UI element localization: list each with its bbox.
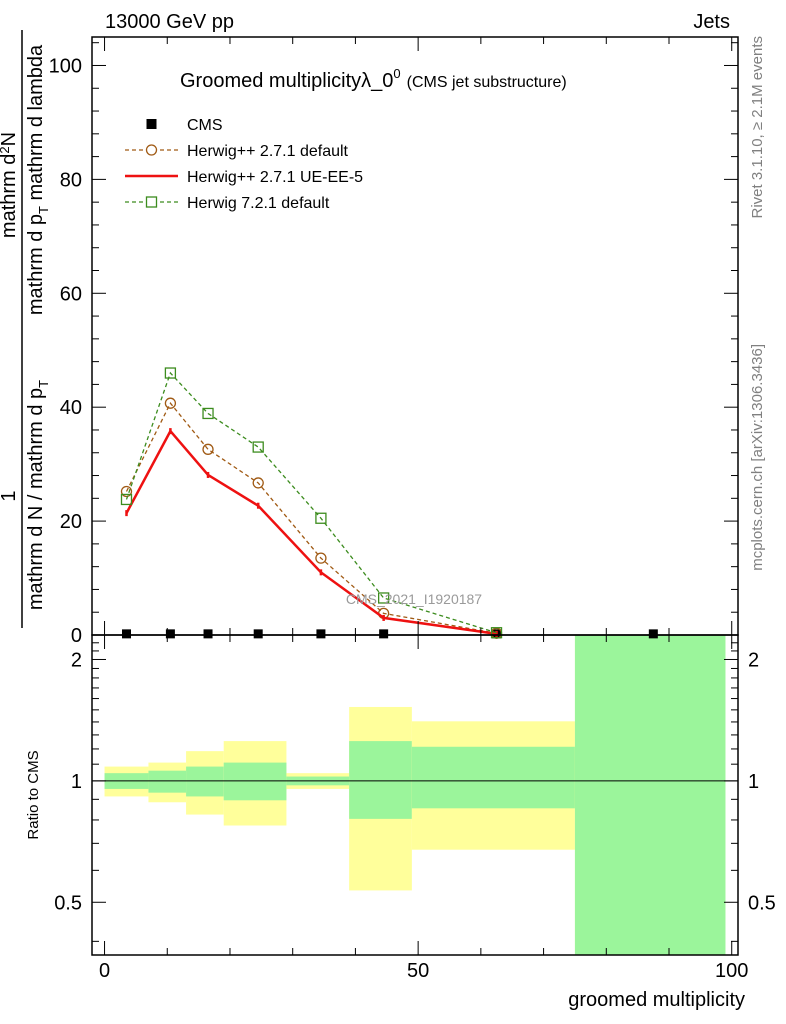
ratio-y-tick-label: 1 — [71, 771, 82, 793]
ylabel-one: 1 — [0, 490, 20, 501]
legend-entry-0: CMS — [146, 117, 223, 134]
legend-marker — [146, 119, 157, 129]
header-jets: Jets — [693, 11, 730, 33]
x-axis-label: groomed multiplicity — [568, 989, 745, 1011]
data-point — [377, 592, 390, 604]
ratio-bands — [104, 635, 726, 955]
legend-label: Herwig++ 2.7.1 UE-EE-5 — [187, 169, 363, 186]
data-point — [164, 367, 177, 379]
ylabel-dpt-dlambda: mathrm d pT mathrm d lambda — [25, 44, 51, 315]
y-tick-label: 20 — [60, 511, 82, 533]
y-tick-label: 100 — [49, 55, 82, 77]
ratio-y-tick-label-right: 2 — [748, 649, 759, 671]
data-point — [203, 629, 213, 639]
x-tick-label: 0 — [99, 960, 110, 982]
main-axis-ticks: 0 20 40 60 80 100 — [49, 37, 738, 647]
ratio-y-tick-label: 2 — [71, 649, 82, 671]
data-point — [120, 493, 133, 506]
ratio-y-tick-label-right: 0.5 — [748, 892, 776, 914]
legend: CMS Herwig++ 2.7.1 default Herwig++ 2.7.1 … — [125, 117, 363, 212]
data-point — [120, 485, 133, 498]
ratio-band-green-2 — [186, 766, 224, 797]
x-tick-label: 50 — [407, 960, 429, 982]
legend-marker — [145, 144, 158, 156]
ratio-frame — [91, 634, 739, 956]
analysis-watermark: CMS_2021_I1920187 — [346, 591, 482, 607]
data-point — [379, 629, 389, 639]
ratio-y-tick-label: 0.5 — [54, 892, 82, 914]
data-point — [316, 629, 326, 639]
ratio-band-green-7 — [574, 635, 726, 955]
header-energy: 13000 GeV pp — [105, 11, 234, 33]
ratio-y-axis-label: Ratio to CMS — [25, 750, 42, 839]
legend-label: CMS — [187, 117, 223, 134]
y-tick-label: 80 — [60, 169, 82, 191]
data-point — [315, 552, 327, 564]
ratio-band-green-5 — [349, 741, 412, 819]
series-line-3 — [125, 371, 497, 634]
data-point — [252, 477, 264, 489]
data-point — [252, 441, 264, 453]
chart-title: Groomed multiplicityλ_00(CMS jet substru… — [180, 66, 567, 92]
ratio-axis-ticks: 0.5 0.5 1 1 2 2 0 50 100 — [54, 635, 776, 982]
ratio-y-tick-label-right: 1 — [748, 771, 759, 793]
data-point — [315, 512, 327, 524]
legend-label: Herwig++ 2.7.1 default — [187, 143, 349, 160]
ratio-band-green-6 — [411, 746, 575, 809]
ylabel-dn-dpt: mathrm d N / mathrm d pT — [25, 380, 51, 610]
legend-entry-1: Herwig++ 2.7.1 default — [125, 143, 349, 160]
y-tick-label: 0 — [71, 625, 82, 647]
data-point — [164, 397, 177, 409]
ylabel-d2n: mathrm d2N — [0, 132, 20, 238]
data-point — [165, 629, 175, 639]
ratio-band-green-3 — [223, 762, 287, 801]
data-point — [121, 629, 131, 639]
series-2 — [125, 428, 498, 637]
data-point — [202, 407, 214, 420]
series-line-1 — [125, 402, 497, 634]
data-point — [202, 443, 214, 455]
y-tick-label: 60 — [60, 283, 82, 305]
mcplots-label: mcplots.cern.ch [arXiv:1306.3436] — [749, 344, 766, 571]
series-3 — [120, 367, 503, 639]
y-tick-label: 40 — [60, 397, 82, 419]
legend-entry-3: Herwig 7.2.1 default — [125, 195, 330, 212]
main-series — [120, 367, 658, 639]
main-y-axis-label: 1 mathrm d2N mathrm d N / mathrm d pT ma… — [0, 30, 51, 628]
ratio-band-green-1 — [148, 770, 187, 793]
legend-marker — [145, 196, 158, 208]
rivet-label: Rivet 3.1.10, ≥ 2.1M events — [749, 36, 766, 219]
x-tick-label: 100 — [715, 960, 748, 982]
legend-label: Herwig 7.2.1 default — [187, 195, 330, 212]
data-point — [253, 629, 263, 639]
data-point — [648, 629, 658, 639]
data-point — [490, 627, 503, 639]
legend-entry-2: Herwig++ 2.7.1 UE-EE-5 — [125, 169, 363, 186]
